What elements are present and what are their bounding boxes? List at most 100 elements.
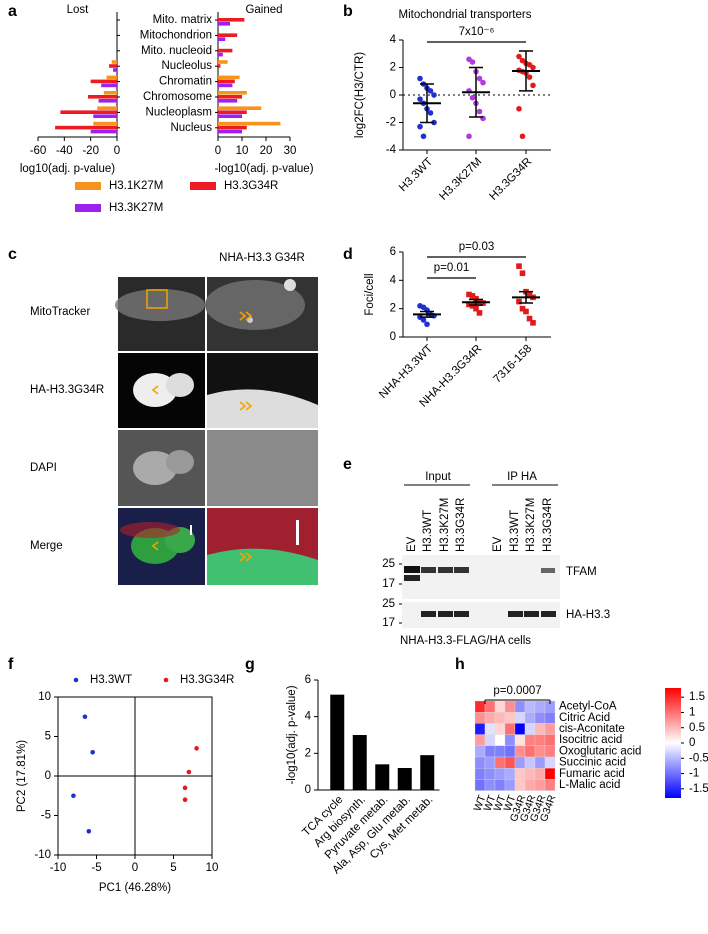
arrowheads bbox=[151, 311, 253, 562]
marker-label: 25 bbox=[382, 598, 395, 610]
row-label: Fumaric acid bbox=[559, 768, 625, 780]
point bbox=[530, 320, 536, 326]
x-tick-label: 10 bbox=[236, 145, 249, 157]
heatmap-cell bbox=[474, 756, 486, 769]
y-axis-label: log2FC(H3/CTR) bbox=[354, 52, 366, 138]
heatmap-cell bbox=[524, 734, 536, 746]
bar bbox=[420, 755, 435, 790]
bar bbox=[109, 64, 117, 68]
band bbox=[404, 566, 420, 573]
blot bbox=[402, 555, 560, 599]
y-tick-label: 0 bbox=[390, 331, 396, 343]
bar bbox=[98, 99, 117, 103]
panel-label: f bbox=[8, 656, 14, 673]
point bbox=[420, 317, 427, 323]
image bbox=[207, 430, 318, 506]
heatmap-cell bbox=[544, 745, 556, 758]
bar bbox=[218, 18, 245, 22]
point bbox=[431, 92, 437, 98]
bar bbox=[106, 75, 117, 80]
x-tick-label: -40 bbox=[56, 145, 73, 157]
y-tick-label: -5 bbox=[41, 810, 51, 822]
category-label: Chromatin bbox=[159, 76, 212, 88]
heatmap-cell bbox=[544, 756, 556, 769]
band bbox=[404, 575, 420, 581]
category-label: Mitochondrion bbox=[140, 29, 212, 41]
legend-swatch bbox=[75, 182, 101, 190]
x-axis-label: -log10(adj. p-value) bbox=[214, 163, 313, 175]
bar bbox=[218, 64, 221, 68]
bar bbox=[218, 91, 247, 95]
y-tick-label: 6 bbox=[305, 674, 311, 686]
heatmap-cell bbox=[514, 723, 526, 735]
heatmap-cell bbox=[484, 723, 496, 735]
bar bbox=[97, 106, 117, 110]
heatmap-cell bbox=[514, 768, 526, 780]
category-label: Nucleus bbox=[170, 122, 212, 134]
blot-label: TFAM bbox=[566, 566, 597, 578]
heatmap-cell bbox=[534, 723, 546, 735]
category-label: Mito. nucleoid bbox=[141, 45, 212, 57]
annotation: p=0.0007 bbox=[493, 685, 541, 697]
heatmap-cell bbox=[504, 712, 516, 724]
legend-label: H3.1K27M bbox=[109, 180, 163, 192]
point bbox=[469, 293, 476, 299]
heatmap-cell bbox=[524, 756, 536, 769]
band bbox=[454, 567, 469, 573]
heatmap-cell bbox=[514, 712, 526, 724]
heatmap-cell bbox=[534, 700, 546, 713]
panel-label: b bbox=[343, 3, 353, 20]
x-axis-label: PC1 (46.28%) bbox=[99, 882, 171, 894]
bar bbox=[218, 79, 235, 84]
point bbox=[466, 133, 472, 140]
heatmap-cell bbox=[504, 779, 516, 791]
colorbar-tick-label: 1 bbox=[689, 706, 695, 718]
blot-label: HA-H3.3 bbox=[566, 609, 610, 621]
microscopy-images bbox=[115, 277, 318, 585]
cell bbox=[205, 280, 305, 330]
heatmap-cell bbox=[504, 723, 516, 735]
point bbox=[417, 75, 423, 82]
axis-title: Gained bbox=[245, 4, 282, 16]
heatmap-cell bbox=[474, 779, 486, 791]
panel-label: d bbox=[343, 246, 353, 263]
bar bbox=[103, 91, 117, 95]
point bbox=[526, 74, 533, 80]
band bbox=[541, 611, 556, 617]
annotation: p=0.03 bbox=[459, 241, 495, 253]
nucleus bbox=[166, 373, 194, 397]
heatmap-cell bbox=[534, 734, 546, 746]
band bbox=[524, 611, 539, 617]
bar bbox=[101, 83, 117, 88]
y-tick-label: 4 bbox=[390, 34, 397, 46]
point bbox=[526, 291, 533, 298]
point bbox=[476, 108, 483, 115]
x-axis-label: log10(adj. p-value) bbox=[20, 163, 115, 175]
x-tick-label: 10 bbox=[206, 862, 219, 874]
row-label: L-Malic acid bbox=[559, 779, 620, 791]
heatmap-cell bbox=[534, 779, 546, 791]
heatmap-cell bbox=[474, 734, 486, 746]
heatmap-cell bbox=[524, 779, 536, 791]
lane-label: H3.3G34R bbox=[542, 498, 554, 552]
point bbox=[194, 746, 199, 751]
row-label: MitoTracker bbox=[30, 306, 90, 318]
x-tick-label: 30 bbox=[284, 145, 297, 157]
bar bbox=[60, 110, 117, 114]
band bbox=[438, 611, 453, 617]
bar bbox=[375, 764, 390, 790]
colorbar-tick-label: 0.5 bbox=[689, 722, 705, 734]
x-tick-label: 5 bbox=[170, 862, 176, 874]
scale-bar bbox=[190, 525, 192, 535]
point bbox=[476, 310, 483, 316]
bar bbox=[218, 75, 240, 80]
heatmap-cell bbox=[484, 700, 496, 713]
bar bbox=[218, 22, 230, 26]
point bbox=[424, 321, 430, 328]
y-tick-label: -4 bbox=[386, 144, 397, 156]
y-tick-label: 0 bbox=[390, 89, 396, 101]
heatmap-cell bbox=[514, 779, 526, 791]
point bbox=[71, 793, 76, 799]
heatmap-cell bbox=[484, 745, 496, 758]
legend-label: H3.3K27M bbox=[109, 202, 163, 214]
